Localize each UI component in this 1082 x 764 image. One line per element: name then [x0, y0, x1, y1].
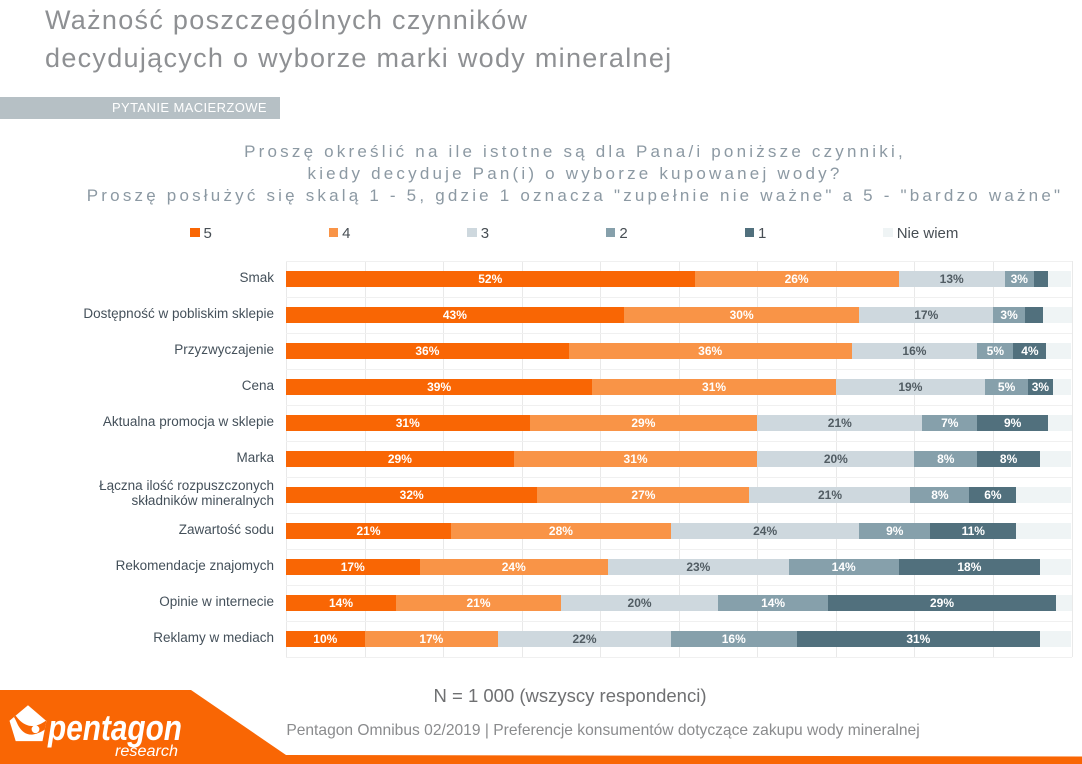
svg-text:pentagon: pentagon — [47, 707, 182, 748]
svg-text:research: research — [115, 743, 178, 760]
